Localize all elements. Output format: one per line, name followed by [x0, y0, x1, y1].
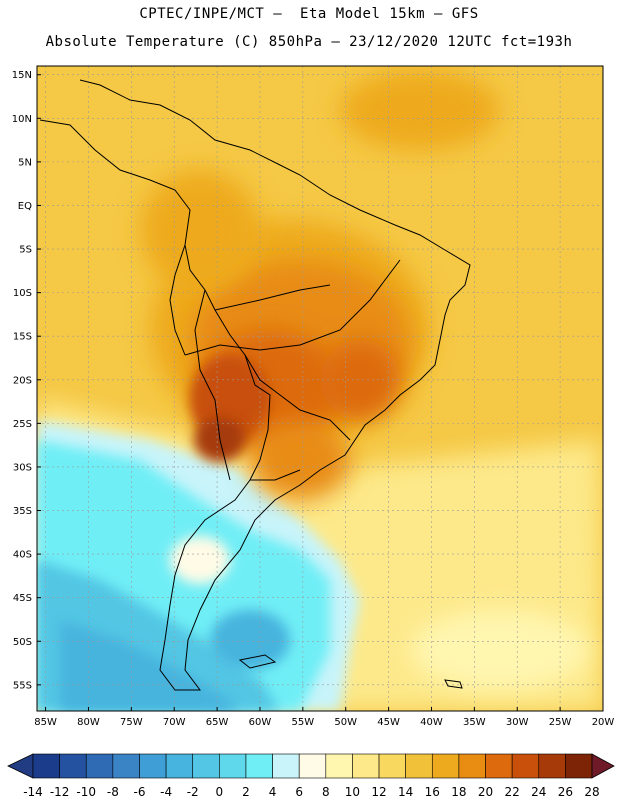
colorbar-swatch — [511, 753, 540, 779]
lat-label: 25S — [13, 419, 32, 430]
colorbar-labels: -14 -12 -10 -8 -6 -4 -2 0 2 4 6 8 10 12 14 16 18 20 22 24 26… — [23, 785, 599, 799]
colorbar-under-arrow — [7, 753, 34, 779]
colorbar-label: 6 — [295, 785, 303, 799]
map-title-line2: Absolute Temperature (C) 850hPa — 23/12/… — [45, 34, 573, 50]
colorbar-swatch — [192, 753, 220, 779]
colorbar-swatch — [538, 753, 566, 779]
colorbar-label: -12 — [50, 785, 70, 799]
lon-label: 20W — [592, 717, 615, 728]
lon-label: 40W — [420, 717, 443, 728]
colorbar-label: 14 — [398, 785, 413, 799]
colorbar-swatch — [32, 753, 60, 779]
lon-label: 80W — [77, 717, 100, 728]
longitude-labels: 85W 80W 75W 70W 65W 60W 55W 50W 45W 40W 35W 30W 25W 2… — [34, 707, 614, 728]
colorbar-label: 24 — [531, 785, 546, 799]
lon-label: 45W — [377, 717, 400, 728]
colorbar-swatch — [431, 753, 460, 779]
lat-label: 20S — [13, 375, 32, 386]
latitude-labels: 15N 10N 5N EQ 5S 10S 15S 20S 25S 30S 35S 40S 45S 50S 5… — [12, 70, 41, 691]
colorbar — [7, 753, 615, 779]
lat-label: 55S — [13, 680, 32, 691]
colorbar-label: -14 — [23, 785, 43, 799]
lon-label: 85W — [34, 717, 57, 728]
coastlines — [39, 79, 471, 691]
colorbar-swatch — [565, 753, 593, 779]
colorbar-swatch — [485, 753, 513, 779]
lat-label: 45S — [13, 593, 32, 604]
colorbar-swatch — [298, 753, 327, 779]
lon-label: 35W — [463, 717, 486, 728]
colorbar-swatch — [352, 753, 380, 779]
colorbar-label: 0 — [216, 785, 224, 799]
colorbar-label: -8 — [107, 785, 119, 799]
map-title-line1: CPTEC/INPE/MCT — Eta Model 15km — GFS — [139, 6, 479, 22]
lon-label: 55W — [292, 717, 315, 728]
lat-label: 30S — [13, 462, 32, 473]
lon-label: 30W — [506, 717, 529, 728]
lat-label: 40S — [13, 550, 32, 561]
lat-label: EQ — [18, 201, 32, 212]
colorbar-label: 8 — [322, 785, 330, 799]
colorbar-over-arrow — [591, 753, 615, 779]
colorbar-swatch — [112, 753, 140, 779]
colorbar-label: -4 — [160, 785, 172, 799]
colorbar-swatch — [85, 753, 114, 779]
lat-label: 35S — [13, 506, 32, 517]
colorbar-swatch — [165, 753, 194, 779]
map-gridlines — [37, 66, 604, 711]
lat-label: 15S — [13, 332, 32, 343]
temperature-field — [37, 66, 603, 711]
colorbar-swatch — [378, 753, 406, 779]
colorbar-swatch — [405, 753, 433, 779]
colorbar-label: 16 — [425, 785, 440, 799]
lon-label: 25W — [549, 717, 572, 728]
colorbar-label: 26 — [558, 785, 573, 799]
colorbar-label: 4 — [269, 785, 277, 799]
lat-label: 5N — [18, 157, 32, 168]
colorbar-label: 22 — [505, 785, 520, 799]
lon-label: 50W — [334, 717, 357, 728]
lon-label: 65W — [206, 717, 229, 728]
lat-label: 15N — [12, 70, 32, 81]
colorbar-swatch — [139, 753, 167, 779]
colorbar-label: -10 — [76, 785, 96, 799]
lat-label: 50S — [13, 637, 32, 648]
colorbar-swatch — [458, 753, 486, 779]
colorbar-swatch — [59, 753, 87, 779]
lon-label: 60W — [249, 717, 272, 728]
lon-label: 70W — [163, 717, 186, 728]
colorbar-swatch — [325, 753, 353, 779]
colorbar-swatch — [272, 753, 300, 779]
colorbar-label: 28 — [584, 785, 599, 799]
lat-label: 10S — [13, 288, 32, 299]
lat-label: 5S — [19, 245, 32, 256]
colorbar-label: 18 — [451, 785, 466, 799]
colorbar-swatch — [219, 753, 247, 779]
colorbar-swatch — [245, 753, 273, 779]
lat-label: 10N — [12, 114, 32, 125]
colorbar-label: -6 — [133, 785, 145, 799]
colorbar-label: 10 — [345, 785, 360, 799]
colorbar-label: -2 — [187, 785, 199, 799]
lon-label: 75W — [120, 717, 143, 728]
colorbar-label: 20 — [478, 785, 493, 799]
map-frame — [36, 65, 604, 712]
colorbar-label: 2 — [242, 785, 250, 799]
colorbar-label: 12 — [371, 785, 386, 799]
